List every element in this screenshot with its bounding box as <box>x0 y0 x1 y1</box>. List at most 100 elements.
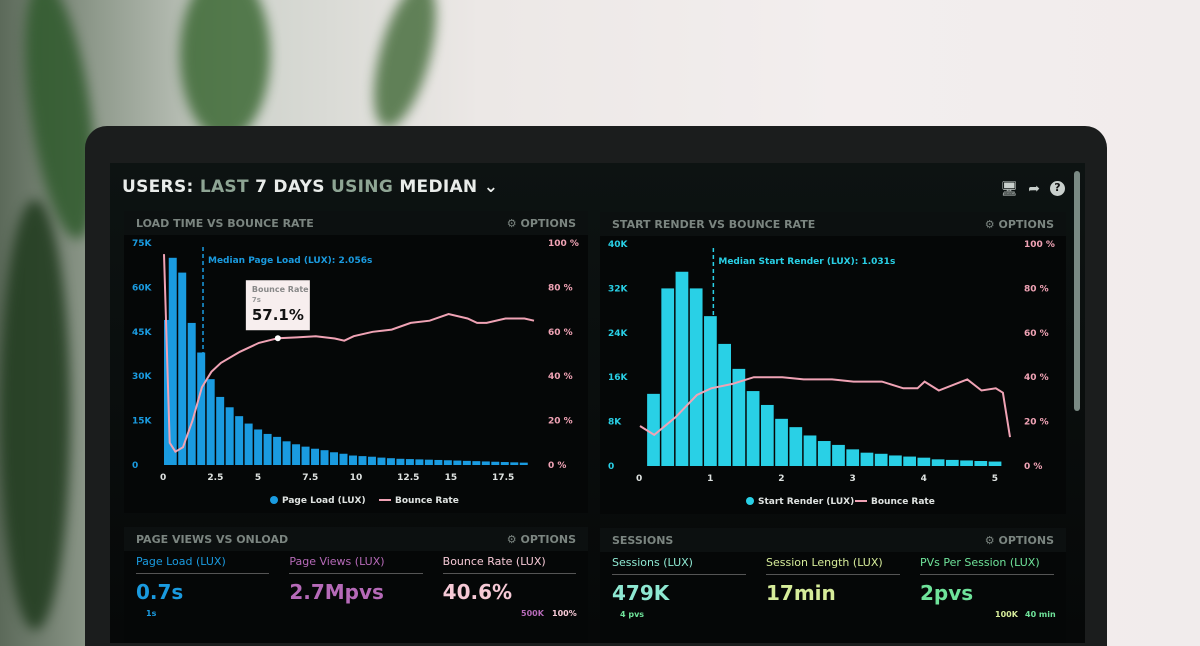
legend-swatch-bars <box>270 496 278 504</box>
histogram-bar <box>225 407 234 465</box>
cursor-icon <box>274 335 281 342</box>
start-render-panel: START RENDER VS BOUNCE RATE ⚙ OPTIONS 0 0 … <box>600 212 1066 514</box>
scrollbar[interactable] <box>1074 171 1080 411</box>
options-button[interactable]: ⚙ OPTIONS <box>985 534 1054 547</box>
histogram-bar <box>481 461 490 465</box>
histogram-bar <box>349 455 357 465</box>
legend-label: Bounce Rate <box>871 497 935 507</box>
histogram-bar <box>396 458 405 465</box>
histogram-bar <box>405 459 414 465</box>
histogram-bar <box>817 441 831 466</box>
x-tick-label: 5 <box>255 473 261 483</box>
tooltip-sub: 7s <box>252 296 261 304</box>
histogram-bar <box>206 379 215 465</box>
histogram-bar <box>462 460 471 465</box>
stat-label: Session Length (LUX) <box>766 556 900 575</box>
page-title[interactable]: USERS: LAST 7 DAYS USING MEDIAN ⌄ <box>122 177 498 197</box>
histogram-bar <box>187 322 196 465</box>
gear-icon: ⚙ <box>506 532 517 546</box>
share-icon[interactable]: ➦ <box>1028 181 1040 197</box>
histogram-bar <box>339 453 348 465</box>
histogram-bar <box>704 316 717 466</box>
plant-leaf <box>0 200 70 630</box>
gear-icon: ⚙ <box>984 533 995 547</box>
y-tick-label: 60K <box>132 283 153 293</box>
stat-value: 40.6% <box>442 580 513 604</box>
title-users: USERS: <box>122 177 194 197</box>
sub-label: 100% <box>552 609 577 618</box>
title-days[interactable]: 7 DAYS <box>255 177 325 197</box>
histogram-bar <box>675 271 689 466</box>
y2-tick-label: 40 % <box>548 372 573 382</box>
options-button[interactable]: ⚙ OPTIONS <box>507 217 576 230</box>
histogram-bar <box>330 452 339 465</box>
start-render-chart: 0 0 % 8K 20 % 16K 40 % 24K 60 % 32K 80 % 40K 100 % 0… <box>608 240 1055 507</box>
y-tick-label: 75K <box>132 239 153 249</box>
histogram-bar <box>453 460 462 465</box>
sub-label: 1s <box>146 609 157 618</box>
monitor-icon[interactable]: 🖥 <box>1000 181 1019 197</box>
help-icon[interactable]: ? <box>1050 181 1065 196</box>
sub-label: 4 pvs <box>620 610 645 619</box>
y2-tick-label: 20 % <box>548 417 573 427</box>
histogram-bar <box>775 418 788 466</box>
median-annotation: Median Start Render (LUX): 1.031s <box>718 257 895 267</box>
stat-sessions[interactable]: Sessions (LUX) 479K <box>612 556 746 605</box>
histogram-bar <box>472 461 481 465</box>
options-button[interactable]: ⚙ OPTIONS <box>507 533 576 546</box>
histogram-bar <box>789 427 803 466</box>
histogram-bar <box>282 441 291 465</box>
y-tick-label: 40K <box>608 240 629 250</box>
y-tick-label: 15K <box>132 417 153 427</box>
y2-tick-label: 40 % <box>1024 373 1049 383</box>
y-tick-label: 0 <box>608 462 614 472</box>
stat-page-views[interactable]: Page Views (LUX) 2.7Mpvs <box>289 555 423 604</box>
histogram-bar <box>178 272 187 465</box>
panel-title: SESSIONS <box>612 533 674 547</box>
histogram-bar <box>519 462 528 465</box>
x-tick-label: 2 <box>778 474 784 484</box>
histogram-bar <box>434 459 443 465</box>
x-tick-label: 0 <box>160 473 166 483</box>
histogram-bar <box>235 416 244 465</box>
histogram-bar <box>320 450 329 465</box>
page-views-panel: PAGE VIEWS VS ONLOAD ⚙ OPTIONS Page Load … <box>124 527 588 643</box>
histogram-bar <box>860 452 874 466</box>
options-label: OPTIONS <box>998 217 1055 231</box>
histogram-bar <box>732 368 746 466</box>
stat-pvs-per-session[interactable]: PVs Per Session (LUX) 2pvs <box>920 556 1054 605</box>
histogram-bar <box>301 446 310 465</box>
options-label: OPTIONS <box>998 533 1055 547</box>
chevron-down-icon[interactable]: ⌄ <box>483 177 499 197</box>
histogram-bar <box>718 343 731 466</box>
median-annotation: Median Page Load (LUX): 2.056s <box>208 256 372 266</box>
options-label: OPTIONS <box>520 532 577 546</box>
x-tick-label: 7.5 <box>302 473 318 483</box>
x-tick-label: 10 <box>350 473 363 483</box>
histogram-bar <box>760 404 774 466</box>
histogram-bar <box>647 393 660 466</box>
histogram-bar <box>443 460 452 465</box>
x-tick-label: 17.5 <box>492 473 514 483</box>
title-median[interactable]: MEDIAN <box>399 177 478 197</box>
y-tick-label: 30K <box>132 372 153 382</box>
panel-title: START RENDER VS BOUNCE RATE <box>612 217 816 231</box>
histogram-bar <box>216 396 225 465</box>
histogram-bar <box>197 352 206 465</box>
stat-bounce-rate[interactable]: Bounce Rate (LUX) 40.6% <box>442 555 576 604</box>
gear-icon: ⚙ <box>506 216 517 230</box>
stat-value: 2pvs <box>920 581 974 605</box>
histogram-bar <box>661 288 675 466</box>
options-button[interactable]: ⚙ OPTIONS <box>985 218 1054 231</box>
tooltip-title: Bounce Rate <box>252 285 309 294</box>
stat-session-length[interactable]: Session Length (LUX) 17min <box>766 556 900 605</box>
y2-tick-label: 0 % <box>1024 462 1042 472</box>
stat-page-load[interactable]: Page Load (LUX) 0.7s <box>136 555 270 604</box>
panel-title: LOAD TIME VS BOUNCE RATE <box>136 216 314 230</box>
dashboard-screen: USERS: LAST 7 DAYS USING MEDIAN ⌄ 🖥 ➦ ? … <box>110 163 1085 643</box>
y2-tick-label: 100 % <box>1024 240 1055 250</box>
histogram-bar <box>367 456 376 465</box>
histogram-bar <box>903 456 916 466</box>
x-tick-label: 2.5 <box>207 473 223 483</box>
load-time-chart: 0 0 % 15K 20 % 30K 40 % 45K 60 % 60K 80 % 75K 100 %… <box>132 239 579 506</box>
